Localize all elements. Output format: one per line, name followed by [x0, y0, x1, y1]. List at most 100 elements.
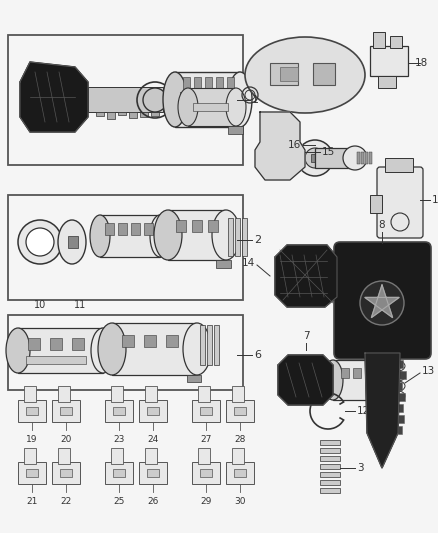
Text: 29: 29: [200, 497, 212, 506]
Text: 8: 8: [379, 220, 385, 230]
Bar: [145, 386, 157, 402]
Bar: [216, 77, 223, 92]
Bar: [180, 92, 235, 104]
Bar: [107, 112, 115, 119]
Bar: [214, 325, 219, 365]
Bar: [188, 88, 236, 126]
Bar: [320, 480, 340, 485]
Ellipse shape: [58, 220, 86, 264]
Text: 11: 11: [74, 300, 86, 310]
Bar: [320, 464, 340, 469]
Ellipse shape: [6, 328, 30, 373]
Bar: [193, 103, 228, 111]
Text: 13: 13: [422, 366, 435, 376]
Bar: [370, 46, 408, 76]
Bar: [147, 469, 159, 477]
Text: 7: 7: [303, 331, 309, 341]
Bar: [139, 400, 167, 422]
Ellipse shape: [297, 140, 333, 176]
Bar: [369, 152, 372, 164]
Bar: [183, 77, 190, 92]
Bar: [333, 360, 381, 400]
Bar: [131, 223, 140, 235]
Text: 16: 16: [288, 140, 301, 150]
Bar: [151, 112, 159, 116]
Bar: [113, 407, 125, 415]
Bar: [378, 76, 396, 88]
Bar: [144, 335, 156, 347]
Bar: [8, 195, 243, 300]
Bar: [398, 404, 403, 412]
Bar: [52, 462, 80, 484]
Text: 3: 3: [357, 463, 364, 473]
Bar: [111, 448, 123, 464]
Bar: [26, 469, 38, 477]
Bar: [232, 448, 244, 464]
Bar: [58, 386, 70, 402]
Ellipse shape: [150, 215, 170, 257]
Ellipse shape: [245, 37, 365, 113]
Bar: [398, 415, 404, 423]
Ellipse shape: [163, 72, 187, 127]
Bar: [228, 126, 243, 134]
Bar: [188, 96, 193, 104]
Bar: [192, 400, 220, 422]
Bar: [320, 456, 340, 461]
Bar: [50, 338, 62, 350]
Bar: [18, 462, 46, 484]
Ellipse shape: [305, 148, 325, 168]
Text: 15: 15: [322, 147, 335, 157]
Bar: [313, 63, 335, 85]
Bar: [122, 335, 134, 347]
Ellipse shape: [154, 210, 182, 260]
Bar: [100, 215, 160, 257]
Bar: [58, 448, 70, 464]
Text: 17: 17: [432, 195, 438, 205]
Bar: [398, 371, 406, 379]
Bar: [26, 356, 86, 364]
Bar: [198, 386, 210, 402]
Bar: [398, 360, 403, 368]
Bar: [226, 400, 254, 422]
Text: 27: 27: [200, 435, 212, 444]
Ellipse shape: [212, 210, 240, 260]
Ellipse shape: [226, 88, 246, 126]
Text: 14: 14: [242, 258, 255, 268]
Bar: [242, 218, 247, 256]
Bar: [320, 488, 340, 493]
Bar: [52, 400, 80, 422]
Bar: [216, 260, 231, 268]
Ellipse shape: [90, 215, 110, 257]
Bar: [105, 462, 133, 484]
Bar: [192, 462, 220, 484]
Bar: [111, 386, 123, 402]
Bar: [398, 426, 402, 434]
Bar: [232, 386, 244, 402]
Bar: [8, 315, 243, 390]
Bar: [112, 323, 197, 375]
Bar: [398, 382, 402, 390]
Bar: [226, 462, 254, 484]
Bar: [385, 158, 413, 172]
Bar: [24, 386, 36, 402]
Text: 25: 25: [113, 497, 125, 506]
Bar: [105, 223, 114, 235]
Polygon shape: [275, 245, 337, 307]
Text: 21: 21: [26, 497, 38, 506]
Bar: [192, 220, 202, 232]
Text: 28: 28: [234, 435, 246, 444]
Bar: [398, 393, 405, 401]
Bar: [168, 210, 226, 260]
Bar: [365, 368, 373, 378]
Bar: [175, 72, 240, 127]
Bar: [320, 440, 340, 445]
Text: 12: 12: [357, 406, 370, 416]
Bar: [198, 448, 210, 464]
Bar: [88, 87, 163, 112]
Bar: [166, 335, 178, 347]
Bar: [357, 152, 360, 164]
FancyBboxPatch shape: [334, 242, 431, 359]
Bar: [113, 469, 125, 477]
Bar: [365, 152, 368, 164]
Bar: [353, 368, 361, 378]
